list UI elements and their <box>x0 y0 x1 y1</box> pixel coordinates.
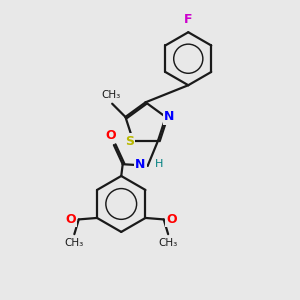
Text: H: H <box>155 159 164 169</box>
Text: CH₃: CH₃ <box>65 238 84 248</box>
Text: CH₃: CH₃ <box>101 90 120 100</box>
Text: F: F <box>184 13 193 26</box>
Text: N: N <box>164 110 175 123</box>
Text: S: S <box>125 135 134 148</box>
Text: O: O <box>105 128 116 142</box>
Text: O: O <box>167 213 177 226</box>
Text: CH₃: CH₃ <box>158 238 178 248</box>
Text: N: N <box>135 158 146 171</box>
Text: O: O <box>65 213 76 226</box>
